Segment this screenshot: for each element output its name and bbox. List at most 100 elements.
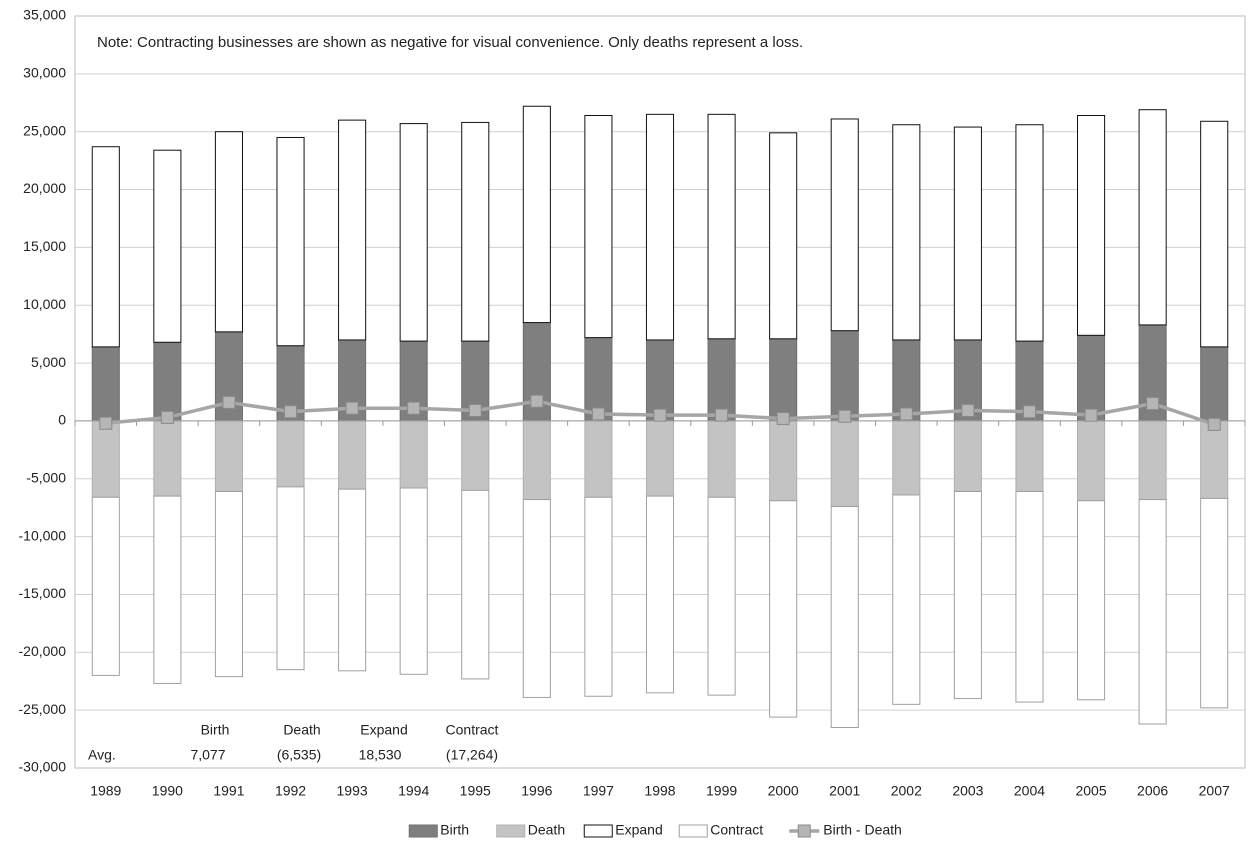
line-marker (1146, 397, 1160, 411)
bar (1077, 500, 1106, 701)
x-tick-label: 2007 (1199, 783, 1230, 799)
legend-label: Birth (440, 822, 469, 838)
bar (1138, 109, 1167, 326)
bar (1138, 420, 1167, 501)
bar (153, 495, 182, 685)
bar (584, 114, 613, 339)
bar (769, 338, 798, 422)
legend-label: Birth - Death (823, 822, 902, 838)
bar (707, 113, 736, 340)
bar (522, 105, 551, 324)
bar (91, 346, 120, 422)
bar (1077, 420, 1106, 502)
legend-swatch (678, 824, 708, 838)
x-tick-label: 2002 (891, 783, 922, 799)
y-tick-label: -25,000 (19, 701, 67, 717)
y-tick-label: 20,000 (23, 180, 66, 196)
bar (892, 420, 921, 496)
bar (153, 149, 182, 343)
y-tick-label: 25,000 (23, 122, 66, 138)
x-tick-label: 1996 (521, 783, 552, 799)
y-tick-label: 35,000 (23, 7, 66, 23)
bar (1200, 497, 1229, 709)
line-marker (653, 408, 667, 422)
bar (892, 339, 921, 422)
bar (1015, 124, 1044, 342)
x-tick-label: 2001 (829, 783, 860, 799)
bar (892, 494, 921, 705)
line-marker (591, 407, 605, 421)
avg-header: Contract (446, 722, 499, 738)
bar (830, 420, 859, 508)
legend-swatch (496, 824, 526, 838)
x-tick-label: 1999 (706, 783, 737, 799)
y-tick-label: 10,000 (23, 296, 66, 312)
line-marker (715, 408, 729, 422)
bar (338, 488, 367, 672)
bar (892, 124, 921, 341)
legend-label: Expand (615, 822, 662, 838)
y-tick-label: 30,000 (23, 65, 66, 81)
x-tick-label: 2004 (1014, 783, 1045, 799)
bar (1077, 114, 1106, 336)
line-marker (1084, 408, 1098, 422)
bar (830, 118, 859, 332)
avg-value: 7,077 (190, 747, 225, 763)
bar (276, 136, 305, 347)
line-marker (468, 404, 482, 418)
y-tick-label: -10,000 (19, 527, 67, 543)
x-tick-label: 1989 (90, 783, 121, 799)
bar (645, 420, 675, 497)
avg-label: Avg. (88, 747, 116, 763)
legend: Birth Death Expand Contract Birth - Death (408, 822, 902, 838)
bar (276, 486, 305, 671)
bar (461, 121, 490, 342)
bar (1200, 120, 1229, 348)
legend-swatch (583, 824, 613, 838)
avg-value: (17,264) (446, 747, 498, 763)
x-tick-label: 2003 (952, 783, 983, 799)
bar (830, 330, 859, 422)
y-tick-label: -30,000 (19, 759, 67, 775)
bar (214, 131, 243, 333)
x-tick-label: 1994 (398, 783, 429, 799)
line-marker (160, 410, 174, 424)
bar (769, 132, 798, 340)
bar (522, 499, 551, 698)
line-marker (776, 412, 790, 426)
x-tick-label: 2000 (768, 783, 799, 799)
bar (1138, 499, 1167, 725)
avg-value: 18,530 (359, 747, 402, 763)
bar (338, 119, 367, 341)
x-tick-label: 1998 (644, 783, 675, 799)
bar (707, 496, 736, 696)
bar (1077, 334, 1106, 422)
bar (91, 146, 120, 348)
bar (214, 490, 243, 678)
bar (645, 113, 675, 341)
bar (707, 420, 736, 498)
line-marker (530, 394, 544, 408)
bar (214, 420, 243, 492)
y-tick-label: 5,000 (31, 354, 66, 370)
x-tick-label: 2006 (1137, 783, 1168, 799)
y-tick-label: 15,000 (23, 238, 66, 254)
bar (338, 420, 367, 490)
bar (830, 506, 859, 729)
bar (953, 420, 982, 492)
bar (707, 338, 736, 422)
bar (1015, 420, 1044, 492)
bar (1200, 346, 1229, 422)
bar (1015, 490, 1044, 703)
bar (276, 420, 305, 488)
y-tick-label: -20,000 (19, 643, 67, 659)
bar (399, 487, 428, 675)
plot-border (74, 15, 1246, 769)
line-marker (222, 395, 236, 409)
x-tick-label: 1995 (460, 783, 491, 799)
bar (645, 495, 675, 694)
avg-header: Expand (360, 722, 407, 738)
bar (461, 420, 490, 491)
bar (91, 420, 120, 498)
